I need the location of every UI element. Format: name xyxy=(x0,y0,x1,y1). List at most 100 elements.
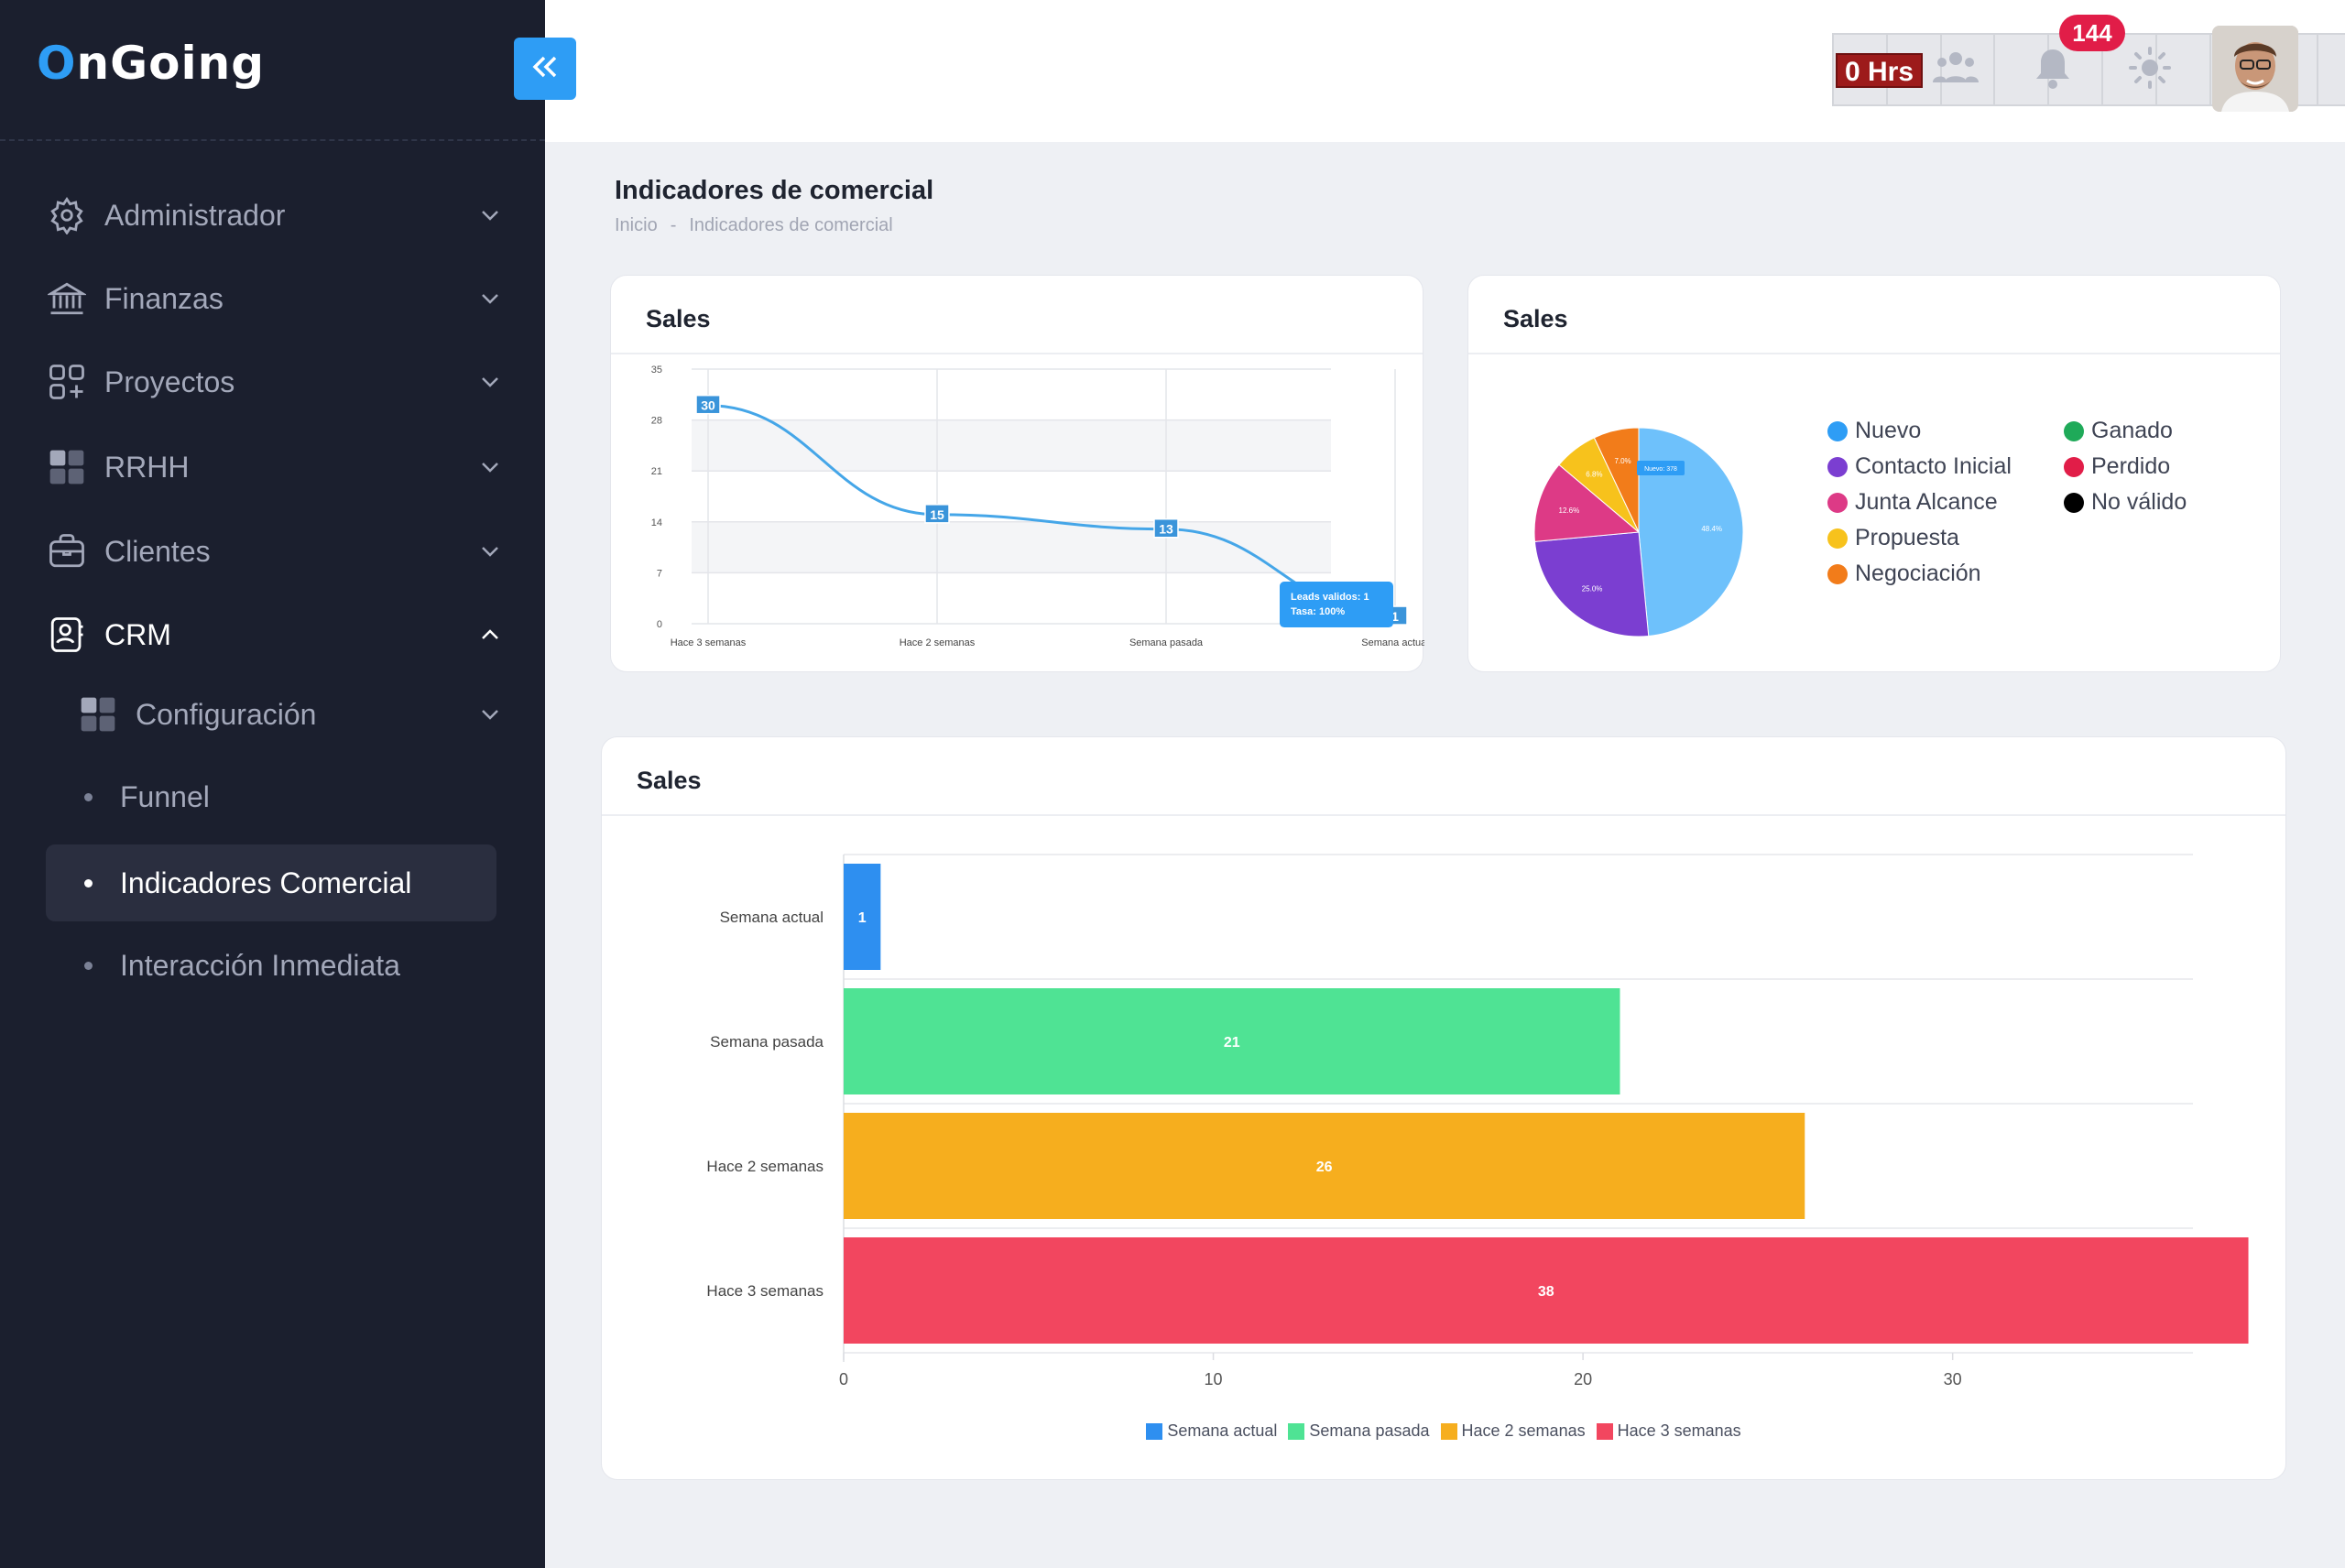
sidebar-item-finanzas[interactable]: Finanzas xyxy=(46,271,504,326)
card-divider xyxy=(611,353,1423,354)
sidebar-item-clientes[interactable]: Clientes xyxy=(46,524,504,579)
sidebar-item-label: Administrador xyxy=(104,198,286,232)
sidebar-item-configuracion[interactable]: Configuración xyxy=(77,687,504,742)
legend-item[interactable]: Propuesta xyxy=(1827,525,1959,551)
sidebar-item-crm[interactable]: CRM xyxy=(46,607,504,662)
legend-item[interactable]: No válido xyxy=(2064,489,2187,516)
pie-chart: 48.4% 25.0% 12.6% 6.8% 7.0% Nuevo: 378 xyxy=(1533,427,1744,637)
chevron-down-icon xyxy=(476,201,504,229)
legend-item[interactable]: Perdido xyxy=(2064,453,2170,480)
legend-item[interactable]: Hace 2 semanas xyxy=(1440,1421,1586,1441)
legend-swatch xyxy=(1440,1422,1457,1440)
card-divider xyxy=(602,814,2285,816)
legend-item[interactable]: Semana pasada xyxy=(1288,1421,1430,1441)
bar xyxy=(844,1237,2249,1344)
y-category-label: Semana pasada xyxy=(710,1033,823,1051)
page-title: Indicadores de comercial xyxy=(615,176,934,205)
x-tick-label: 0 xyxy=(839,1370,848,1388)
bar-value-label: 26 xyxy=(1316,1160,1333,1175)
y-tick-label: 7 xyxy=(657,568,662,579)
legend-label: Semana pasada xyxy=(1309,1421,1430,1440)
legend-item[interactable]: Semana actual xyxy=(1146,1421,1277,1441)
sidebar-item-label: RRHH xyxy=(104,450,190,484)
tooltip-box xyxy=(1637,461,1685,475)
sidebar-item-label: Indicadores Comercial xyxy=(120,866,412,899)
team-icon[interactable] xyxy=(1928,40,1983,95)
sidebar-item-administrador[interactable]: Administrador xyxy=(46,188,504,243)
breadcrumb-home[interactable]: Inicio xyxy=(615,215,658,235)
x-tick-label: Hace 3 semanas xyxy=(671,637,747,648)
top-header: 0 Hrs 144 xyxy=(545,0,2345,142)
card-title: Sales xyxy=(1503,305,1568,332)
sidebar-item-proyectos[interactable]: Proyectos xyxy=(46,354,504,409)
sidebar-item-funnel[interactable]: Funnel xyxy=(46,758,496,835)
x-tick-label: Semana pasada xyxy=(1129,637,1204,648)
bar-value-label: 38 xyxy=(1538,1284,1554,1300)
collapse-sidebar-button[interactable] xyxy=(514,38,576,100)
logo[interactable]: OnGoing xyxy=(37,37,266,90)
grid-icon xyxy=(46,446,88,488)
legend-swatch xyxy=(1288,1422,1305,1440)
bar-value-label: 21 xyxy=(1224,1035,1240,1051)
legend-item[interactable]: Junta Alcance xyxy=(1827,489,1998,516)
data-label: 13 xyxy=(1153,517,1179,539)
bank-icon xyxy=(46,278,88,320)
bell-icon[interactable] xyxy=(2025,40,2080,95)
legend-item[interactable]: Hace 3 semanas xyxy=(1596,1421,1741,1441)
series-line xyxy=(707,404,1396,618)
bar xyxy=(844,1113,1805,1219)
bar-chart-card: Sales 0 10 20 30 1 Semana actual 21 Semana pasa… xyxy=(601,736,2286,1480)
sidebar-item-indicadores-comercial[interactable]: Indicadores Comercial xyxy=(46,844,496,921)
bar xyxy=(844,864,881,970)
y-category-label: Semana actual xyxy=(720,909,823,926)
pie-chart-card: Sales 48.4% 25.0% 12.6% 6.8% 7.0% Nuevo: 378 … xyxy=(1467,275,2281,672)
breadcrumb-separator: - xyxy=(670,215,677,235)
y-tick-label: 14 xyxy=(651,517,662,528)
line-chart-card: Sales 0 7 14 21 28 35 Hace 3 semanas Hace 2 sem… xyxy=(610,275,1424,672)
bar-value-label: 1 xyxy=(858,910,867,926)
y-category-label: Hace 3 semanas xyxy=(706,1282,823,1300)
data-label-text: 13 xyxy=(1159,522,1173,537)
y-tick-label: 0 xyxy=(657,619,662,630)
pie-slice-label: 7.0% xyxy=(1614,457,1631,465)
pie-slice xyxy=(1533,463,1641,542)
gear-icon xyxy=(46,194,88,236)
x-tick-label: 20 xyxy=(1574,1370,1592,1388)
bar-chart: 0 10 20 30 1 Semana actual 21 Semana pasada 26 Ha… xyxy=(706,854,2249,1388)
pie-slice-label: 25.0% xyxy=(1582,584,1603,593)
data-label-text: 1 xyxy=(1391,609,1399,624)
data-label-text: 15 xyxy=(930,507,944,522)
card-title: Sales xyxy=(646,305,711,332)
pie-slice-label: 12.6% xyxy=(1559,506,1580,515)
legend-item[interactable]: Ganado xyxy=(2064,418,2173,444)
x-tick-label: 30 xyxy=(1944,1370,1962,1388)
sidebar-item-rrhh[interactable]: RRHH xyxy=(46,440,504,495)
tooltip-text: Nuevo: 378 xyxy=(1644,466,1677,473)
grid-band xyxy=(692,419,1331,472)
double-chevron-left-icon xyxy=(531,55,559,83)
sidebar-item-label: Configuración xyxy=(136,697,317,731)
tooltip-box xyxy=(1280,582,1393,628)
chevron-down-icon xyxy=(476,285,504,312)
legend-item[interactable]: Nuevo xyxy=(1827,418,1921,444)
card-title: Sales xyxy=(637,767,702,794)
y-tick-label: 21 xyxy=(651,466,662,477)
bullet-dot xyxy=(84,878,93,887)
x-tick-label: 10 xyxy=(1205,1370,1223,1388)
breadcrumb: Inicio - Indicadores de comercial xyxy=(615,215,893,236)
line-tooltip: Leads validos: 1 Tasa: 100% xyxy=(1280,582,1393,628)
y-tick-label: 35 xyxy=(651,365,662,376)
sidebar: OnGoing Administrador Finanzas Proyectos xyxy=(0,0,545,1568)
legend-item[interactable]: Contacto Inicial xyxy=(1827,453,2012,480)
x-tick-label: Semana actual xyxy=(1361,637,1424,648)
sun-icon[interactable] xyxy=(2122,40,2177,95)
notification-count-badge: 144 xyxy=(2059,15,2125,51)
sidebar-divider xyxy=(0,139,545,141)
sidebar-item-interaccion-inmediata[interactable]: Interacción Inmediata xyxy=(46,927,496,1004)
legend-item[interactable]: Negociación xyxy=(1827,561,1981,587)
sidebar-item-label: Funnel xyxy=(120,779,210,813)
legend-swatch xyxy=(1146,1422,1163,1440)
grid-band xyxy=(692,521,1331,573)
chevron-down-icon xyxy=(476,368,504,396)
user-avatar[interactable] xyxy=(2212,26,2298,112)
